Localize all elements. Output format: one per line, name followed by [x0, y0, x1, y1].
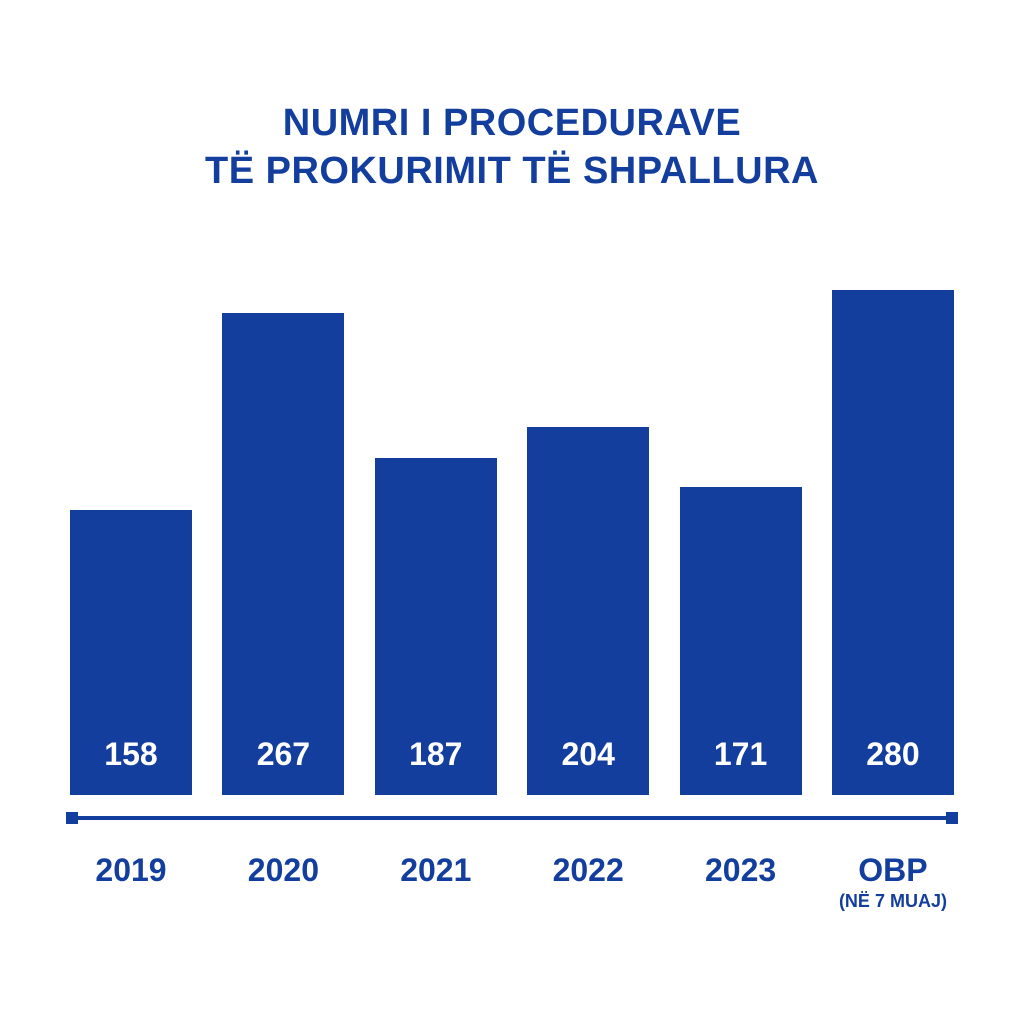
bar-value: 280	[832, 736, 954, 773]
bar-slot: 204	[527, 290, 649, 795]
bar-value: 187	[375, 736, 497, 773]
chart-plot-area: 158 267 187 204 171 280	[70, 290, 954, 795]
x-axis-cap-left	[66, 812, 78, 824]
x-label-sub: (NË 7 MUAJ)	[832, 891, 954, 912]
bar-slot: 280	[832, 290, 954, 795]
bar: 187	[375, 458, 497, 795]
bar: 158	[70, 510, 192, 795]
bar: 267	[222, 313, 344, 795]
chart-title-line2: TË PROKURIMIT TË SHPALLURA	[0, 148, 1024, 196]
bar: 204	[527, 427, 649, 795]
bars-container: 158 267 187 204 171 280	[70, 290, 954, 795]
x-label: 2021	[375, 852, 497, 912]
x-axis-cap-right	[946, 812, 958, 824]
x-label-main: 2020	[222, 852, 344, 889]
bar-slot: 171	[680, 290, 802, 795]
bar-slot: 267	[222, 290, 344, 795]
chart-title: NUMRI I PROCEDURAVE TË PROKURIMIT TË SHP…	[0, 100, 1024, 195]
x-label: 2022	[527, 852, 649, 912]
x-label: OBP (NË 7 MUAJ)	[832, 852, 954, 912]
x-axis-line	[70, 816, 954, 820]
x-label: 2019	[70, 852, 192, 912]
x-label: 2020	[222, 852, 344, 912]
bar: 171	[680, 487, 802, 795]
x-label-main: 2023	[680, 852, 802, 889]
bar-slot: 158	[70, 290, 192, 795]
bar-value: 171	[680, 736, 802, 773]
bar-slot: 187	[375, 290, 497, 795]
bar-value: 267	[222, 736, 344, 773]
x-axis	[70, 812, 954, 816]
x-label-main: OBP	[832, 852, 954, 889]
chart-title-line1: NUMRI I PROCEDURAVE	[0, 100, 1024, 148]
bar-value: 158	[70, 736, 192, 773]
x-label-main: 2022	[527, 852, 649, 889]
x-label-main: 2019	[70, 852, 192, 889]
x-label-main: 2021	[375, 852, 497, 889]
x-label: 2023	[680, 852, 802, 912]
bar-value: 204	[527, 736, 649, 773]
bar: 280	[832, 290, 954, 795]
x-labels: 2019 2020 2021 2022 2023 OBP (NË 7 MUAJ)	[70, 852, 954, 912]
